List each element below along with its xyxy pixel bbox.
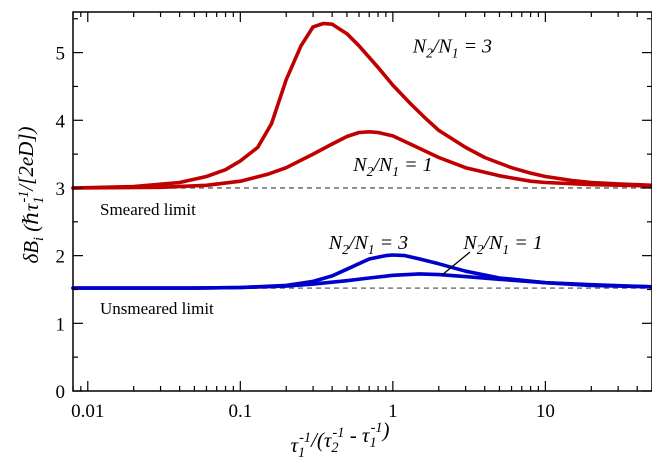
y-tick-label: 2 [56, 247, 66, 268]
label-part: /[2 [14, 166, 38, 192]
label-part: /N [372, 154, 394, 176]
x-tick-label: 0.1 [228, 401, 252, 422]
reference-lines [73, 187, 652, 289]
label-part: 1 [369, 435, 376, 451]
label-part: -1 [16, 191, 32, 203]
label-part: = 1 [509, 232, 543, 254]
series-line-0 [71, 21, 652, 190]
label-part: N [352, 154, 368, 176]
x-axis-label: τ1-1/(τ2-1 - τ1-1) [291, 418, 390, 460]
label-part: 2 [342, 242, 349, 257]
label-part: τ [291, 433, 300, 457]
series-annotation-1: N2/N1 = 1 [352, 154, 432, 179]
label-part: - τ [344, 423, 370, 447]
label-part: 2 [477, 242, 484, 257]
label-part: ) [381, 418, 389, 442]
y-tick-label: 4 [56, 111, 66, 132]
label-part: ]) [14, 126, 38, 142]
unsmeared-limit-label: Unsmeared limit [100, 299, 214, 318]
label-part: 1 [298, 445, 305, 460]
plot-frame [72, 11, 652, 392]
label-part: 2 [331, 440, 338, 456]
label-part: /(τ [310, 428, 333, 452]
y-tick-label: 5 [56, 44, 66, 65]
annotation-leader-line [441, 251, 471, 276]
label-part: /N [348, 232, 370, 254]
label-part: N [328, 232, 344, 254]
x-tick-label: 1 [388, 401, 398, 422]
label-part: 1 [502, 242, 509, 257]
label-part: /N [432, 36, 454, 58]
label-part: 1 [452, 46, 459, 61]
label-part: 1 [392, 164, 399, 179]
y-axis-label: δBi (ℏτ1-1/[2eD]) [14, 126, 47, 263]
label-part: = 3 [375, 232, 409, 254]
label-part: 2 [367, 164, 374, 179]
label-part: N [412, 36, 428, 58]
series-annotation-3: N2/N1 = 1 [462, 232, 542, 257]
y-tick-label: 3 [56, 179, 66, 200]
label-part: 1 [31, 197, 47, 204]
label-part: = 3 [459, 36, 493, 58]
x-tick-label: 10 [536, 401, 555, 422]
series-layer [71, 21, 652, 290]
series-annotation-2: N2/N1 = 3 [328, 232, 408, 257]
label-part: -1 [333, 425, 345, 441]
y-tick-label: 1 [56, 314, 66, 335]
label-part: 2 [426, 46, 433, 61]
label-part: (ℏτ [19, 202, 43, 237]
x-tick-label: 0.01 [71, 401, 104, 422]
smeared-limit-label: Smeared limit [100, 200, 196, 219]
label-part: N [462, 232, 478, 254]
label-part: -1 [299, 430, 311, 446]
ticks: 0.01 0.1 1 10 0 1 2 3 4 5 [56, 12, 652, 422]
series-annotation-0: N2/N1 = 3 [412, 36, 492, 61]
y-tick-label: 0 [56, 382, 66, 403]
label-part: -1 [371, 420, 383, 436]
label-part: = 1 [399, 154, 433, 176]
axes [72, 11, 652, 392]
label-part: δB [19, 241, 43, 264]
series-line-1 [71, 130, 652, 190]
label-part: /N [483, 232, 505, 254]
label-part: eD [14, 142, 38, 167]
label-part: 1 [368, 242, 375, 257]
label-part: i [31, 237, 47, 241]
series-line-3 [71, 272, 652, 290]
annotations: N2/N1 = 3N2/N1 = 1N2/N1 = 3 N2/N1 = 1 [328, 36, 543, 257]
